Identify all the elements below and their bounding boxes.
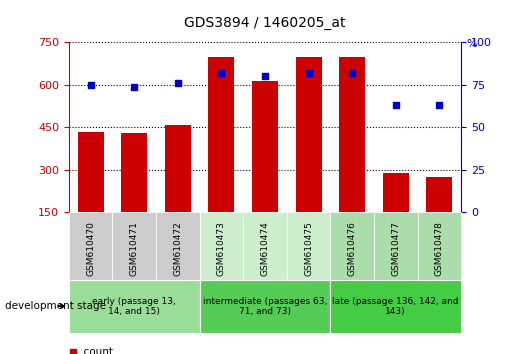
Bar	[418, 212, 461, 280]
Text: GSM610475: GSM610475	[304, 221, 313, 276]
Text: GSM610473: GSM610473	[217, 221, 226, 276]
Text: GSM610476: GSM610476	[348, 221, 357, 276]
Point	[130, 84, 138, 90]
Bar	[330, 280, 461, 333]
Text: GSM610477: GSM610477	[391, 221, 400, 276]
Bar	[69, 212, 112, 280]
Point	[261, 74, 269, 79]
Bar	[296, 57, 322, 212]
Bar	[208, 57, 234, 212]
Bar	[374, 212, 418, 280]
Text: intermediate (passages 63,
71, and 73): intermediate (passages 63, 71, and 73)	[203, 297, 327, 316]
Point	[435, 103, 444, 108]
Text: GSM610470: GSM610470	[86, 221, 95, 276]
Text: GDS3894 / 1460205_at: GDS3894 / 1460205_at	[184, 16, 346, 30]
Bar	[77, 132, 104, 212]
Bar	[112, 212, 156, 280]
Bar	[243, 212, 287, 280]
Bar	[69, 280, 200, 333]
Text: GSM610472: GSM610472	[173, 221, 182, 276]
Text: early (passage 13,
14, and 15): early (passage 13, 14, and 15)	[92, 297, 176, 316]
Bar	[156, 212, 200, 280]
Point	[304, 70, 313, 76]
Point	[392, 103, 400, 108]
Point	[217, 70, 226, 76]
Bar	[339, 57, 365, 212]
Text: count: count	[77, 347, 113, 354]
Bar	[165, 125, 191, 212]
Bar	[383, 173, 409, 212]
Bar	[252, 81, 278, 212]
Bar	[200, 280, 330, 333]
Bar	[121, 132, 147, 212]
Text: %: %	[466, 39, 477, 49]
Text: GSM610474: GSM610474	[261, 221, 269, 276]
Bar	[330, 212, 374, 280]
Bar	[426, 177, 453, 212]
Point	[86, 82, 95, 88]
Point	[174, 80, 182, 86]
Text: late (passage 136, 142, and
143): late (passage 136, 142, and 143)	[332, 297, 459, 316]
Text: GSM610478: GSM610478	[435, 221, 444, 276]
Point	[348, 70, 356, 76]
Text: development stage: development stage	[5, 301, 107, 311]
Bar	[200, 212, 243, 280]
Text: GSM610471: GSM610471	[130, 221, 139, 276]
Bar	[287, 212, 330, 280]
